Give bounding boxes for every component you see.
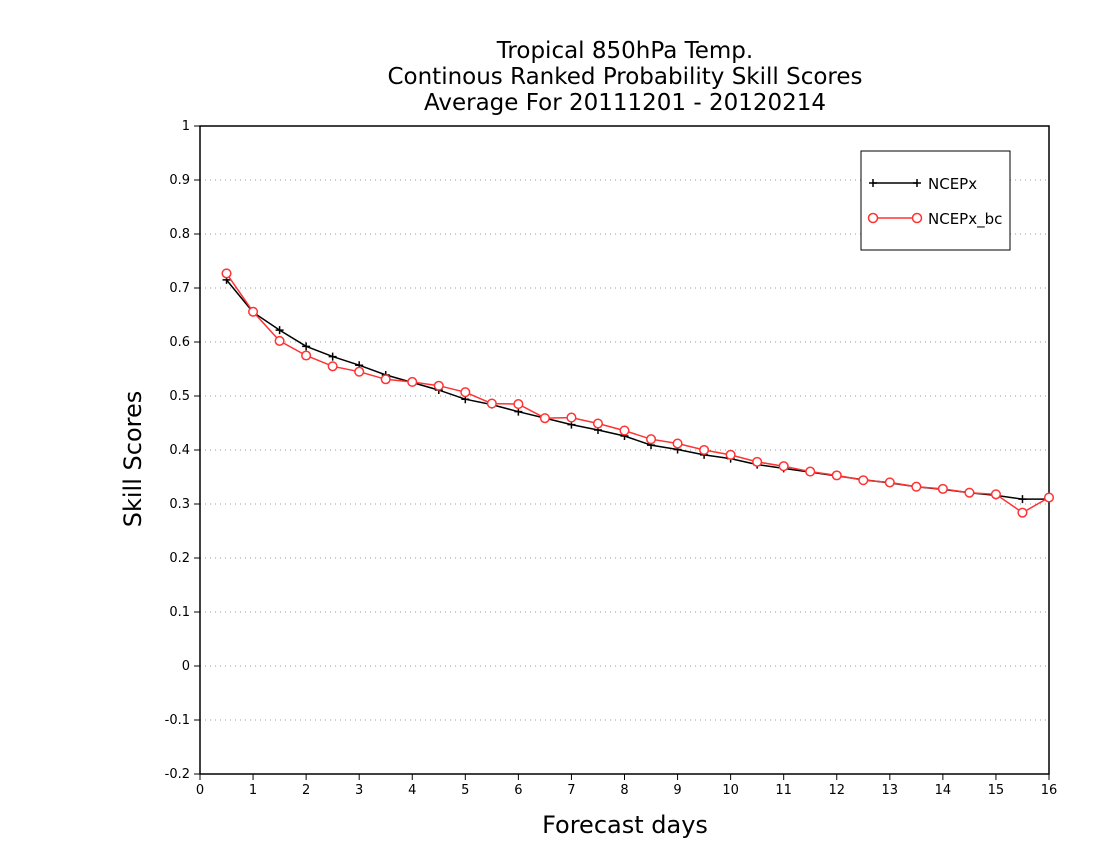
- x-tick-label: 15: [988, 783, 1005, 798]
- data-point-ncepx-bc: [699, 444, 710, 456]
- data-point-ncepx-bc: [221, 268, 232, 279]
- x-tick-label: 3: [355, 783, 363, 798]
- y-tick-label: 0: [182, 659, 190, 674]
- y-tick-label: 0.9: [169, 173, 190, 188]
- x-tick-label: 14: [935, 783, 952, 798]
- data-point-ncepx: [302, 342, 311, 351]
- x-tick-label: 10: [722, 783, 739, 798]
- x-tick-label: 9: [673, 783, 681, 798]
- legend-marker-ncepx-bc-circle-icon: [867, 212, 879, 224]
- legend-label-ncepx: NCEPx: [928, 175, 977, 193]
- x-tick-label: 1: [249, 783, 257, 798]
- x-tick-label: 7: [567, 783, 575, 798]
- grid-lines: [200, 179, 1049, 721]
- y-tick-label: 0.3: [169, 497, 190, 512]
- x-tick-label: 8: [620, 783, 628, 798]
- data-point-ncepx-bc: [725, 449, 736, 460]
- y-tick-label: 0.8: [169, 227, 190, 242]
- data-point-ncepx-bc: [831, 470, 842, 481]
- data-point-ncepx-bc: [566, 412, 577, 423]
- data-point-ncepx-bc: [248, 306, 259, 317]
- legend: NCEPx NCEPx_bc: [860, 150, 1011, 251]
- data-point-ncepx-bc: [327, 361, 338, 372]
- y-tick-label: 0.2: [169, 551, 190, 566]
- series-line-ncepx: [225, 279, 1049, 500]
- data-point-ncepx-bc: [990, 489, 1001, 500]
- x-axis-title: Forecast days: [542, 811, 708, 839]
- legend-marker-ncepx-bc-circle-icon: [911, 212, 923, 224]
- data-point-ncepx-bc: [433, 380, 444, 391]
- y-tick-label: -0.2: [165, 767, 190, 782]
- y-tick-label: 1: [182, 119, 190, 134]
- data-point-ncepx: [1018, 495, 1027, 504]
- legend-marker-ncepx-plus-icon: [869, 179, 921, 187]
- axes: -0.2-0.100.10.20.30.40.50.60.70.80.910 1 2…: [165, 119, 1058, 798]
- data-point-ncepx-bc: [911, 481, 922, 492]
- data-point-ncepx-bc: [1043, 492, 1055, 503]
- data-point-ncepx-bc: [592, 418, 604, 429]
- chart-title-line-1: Tropical 850hPa Temp.: [496, 38, 753, 64]
- legend-label-ncepx-bc: NCEPx_bc: [928, 210, 1002, 229]
- data-point-ncepx-bc: [539, 413, 550, 424]
- data-point-ncepx-bc: [407, 376, 418, 388]
- data-point-ncepx-bc: [486, 398, 497, 409]
- y-tick-label: 0.5: [169, 389, 190, 404]
- chart-title-line-3: Average For 20111201 - 20120214: [424, 90, 826, 116]
- y-tick-label: 0.6: [169, 335, 190, 350]
- x-tick-label: 4: [408, 783, 416, 798]
- y-tick-label: 0.1: [169, 605, 190, 620]
- data-point-ncepx-bc: [354, 366, 365, 377]
- y-tick-label: 0.4: [169, 443, 190, 458]
- data-point-ncepx-bc: [805, 466, 816, 477]
- x-tick-label: 12: [828, 783, 845, 798]
- data-point-ncepx-bc: [645, 434, 657, 445]
- legend-box: [860, 150, 1011, 251]
- data-point-ncepx-bc: [380, 374, 391, 385]
- data-point-ncepx-bc: [884, 477, 895, 488]
- data-point-ncepx-bc: [752, 456, 763, 467]
- x-tick-label: 0: [196, 783, 204, 798]
- data-point-ncepx-bc: [460, 387, 471, 398]
- y-tick-label: -0.1: [165, 713, 190, 728]
- data-point-ncepx-bc: [1017, 507, 1028, 518]
- x-tick-label: 13: [882, 783, 899, 798]
- data-point-ncepx-bc: [274, 335, 285, 346]
- x-tick-label: 5: [461, 783, 469, 798]
- data-point-ncepx-bc: [937, 483, 948, 494]
- chart-title-line-2: Continous Ranked Probability Skill Score…: [387, 64, 862, 90]
- data-point-ncepx-bc: [513, 399, 524, 410]
- x-tick-label: 16: [1041, 783, 1058, 798]
- x-tick-label: 11: [775, 783, 792, 798]
- data-point-ncepx-bc: [778, 461, 789, 472]
- data-point-ncepx-bc: [672, 438, 683, 449]
- data-point-ncepx-bc: [964, 487, 975, 498]
- legend-item-ncepx-bc: NCEPx_bc: [867, 210, 1002, 229]
- y-axis-title: Skill Scores: [119, 391, 147, 528]
- data-point-ncepx-bc: [301, 350, 312, 361]
- data-point-ncepx: [275, 326, 284, 335]
- x-tick-label: 2: [302, 783, 310, 798]
- data-point-ncepx-bc: [858, 475, 869, 486]
- legend-item-ncepx: NCEPx: [869, 175, 977, 193]
- chart-title: Tropical 850hPa Temp. Continous Ranked P…: [387, 38, 862, 116]
- data-point-ncepx-bc: [619, 425, 630, 436]
- data-point-ncepx: [328, 352, 337, 361]
- plot-area: [221, 268, 1055, 518]
- series-line-ncepx-bc: [225, 272, 1050, 514]
- y-tick-label: 0.7: [169, 281, 190, 296]
- x-tick-label: 6: [514, 783, 522, 798]
